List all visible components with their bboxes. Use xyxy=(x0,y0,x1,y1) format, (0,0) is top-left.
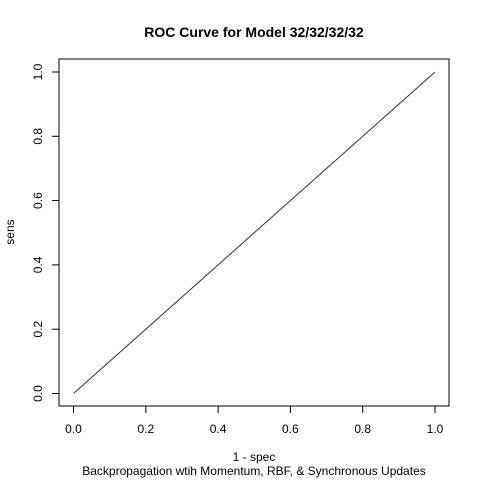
roc-series-line xyxy=(73,71,436,394)
x-tick-label: 0.8 xyxy=(354,422,371,436)
x-tick-label: 0.4 xyxy=(210,422,227,436)
y-axis-label: sens xyxy=(3,219,17,244)
chart-subtitle: Backpropagation wtih Momentum, RBF, & Sy… xyxy=(82,464,426,478)
y-tick-label: 1.0 xyxy=(31,63,45,80)
y-tick-label: 0.0 xyxy=(31,385,45,402)
plot-frame xyxy=(58,58,450,407)
y-tick-label: 0.6 xyxy=(31,192,45,209)
x-tick-label: 1.0 xyxy=(427,422,444,436)
y-tick-label: 0.8 xyxy=(31,128,45,145)
y-tick-label: 0.4 xyxy=(31,256,45,273)
y-tick-label: 0.2 xyxy=(31,321,45,338)
x-tick-label: 0.6 xyxy=(282,422,299,436)
x-axis: 0.0 0.2 0.4 0.6 0.8 1.0 xyxy=(65,406,444,436)
x-tick-label: 0.2 xyxy=(137,422,154,436)
x-axis-label: 1 - spec xyxy=(233,450,276,464)
chart-title: ROC Curve for Model 32/32/32/32 xyxy=(144,24,364,40)
y-axis: 0.0 0.2 0.4 0.6 0.8 1.0 xyxy=(31,63,59,402)
x-tick-label: 0.0 xyxy=(65,422,82,436)
